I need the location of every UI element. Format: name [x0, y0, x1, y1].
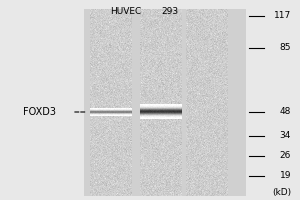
Bar [84, 9, 246, 196]
Text: HUVEC: HUVEC [110, 7, 142, 16]
Text: 85: 85 [280, 44, 291, 52]
Text: 34: 34 [280, 132, 291, 140]
Text: 48: 48 [280, 108, 291, 116]
Text: FOXD3: FOXD3 [22, 107, 56, 117]
Text: 293: 293 [161, 7, 178, 16]
Text: (kD): (kD) [272, 188, 291, 196]
Text: 117: 117 [274, 11, 291, 21]
Text: 19: 19 [280, 171, 291, 180]
Text: 26: 26 [280, 152, 291, 160]
